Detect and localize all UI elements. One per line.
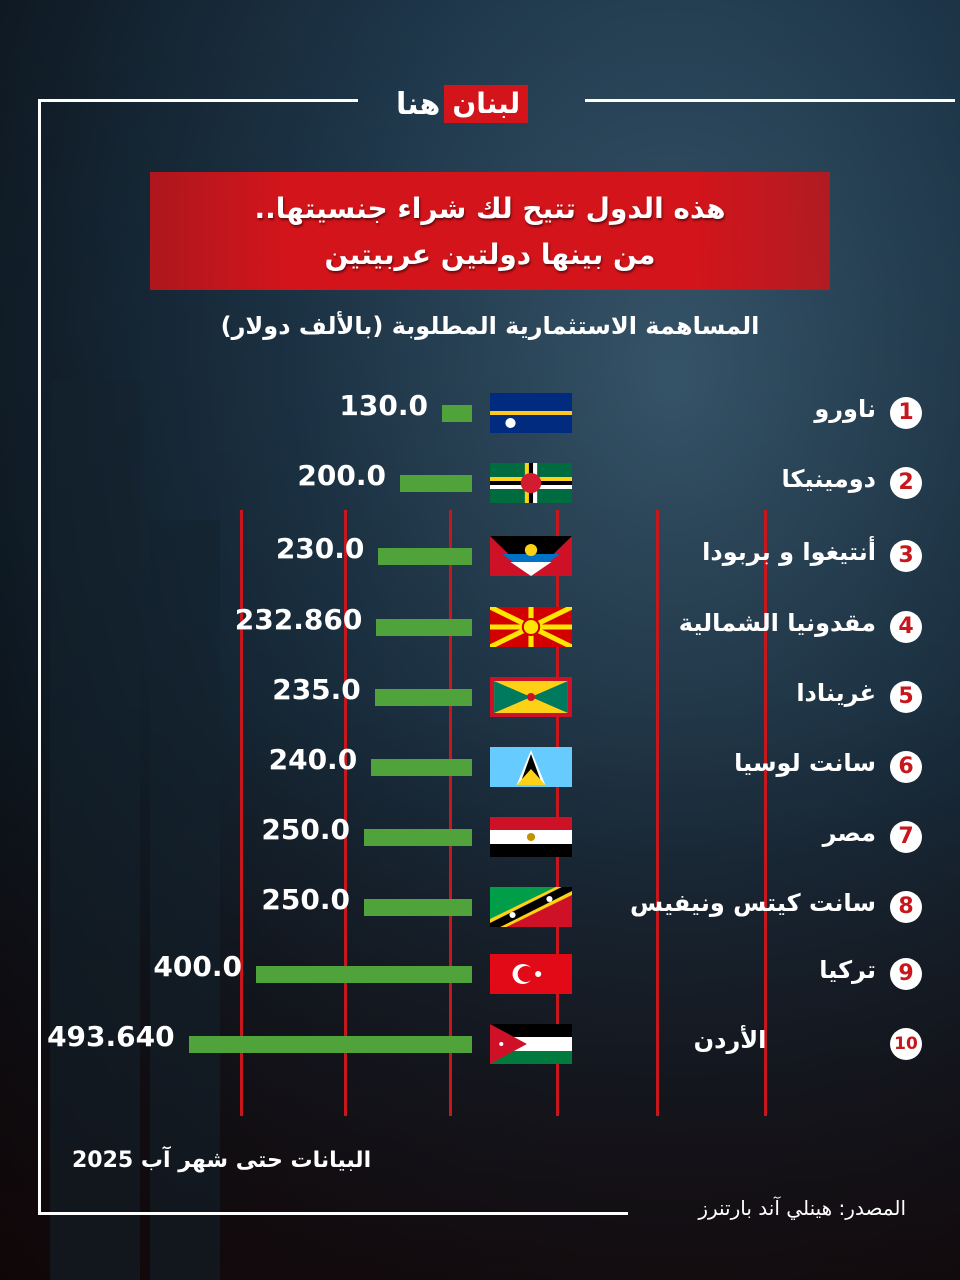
country-label: أنتيغوا و بربودا [702,538,876,566]
saint-kitts-nevis-flag [490,887,572,927]
gridline [344,510,347,1116]
country-label: سانت لوسيا [734,749,876,777]
bar [188,1036,472,1053]
chart-row: 2 دومينيكا 200.0 [0,459,960,503]
chart-row: 7 مصر 250.0 [0,813,960,857]
egypt-flag [490,817,572,857]
country-label: تركيا [819,956,876,984]
country-label: الأردن [693,1026,767,1054]
rank-badge: 9 [890,958,922,990]
bar [374,689,472,706]
value-label: 235.0 [272,673,361,706]
chart-row: 3 أنتيغوا و بربودا 230.0 [0,532,960,576]
value-label: 250.0 [261,813,350,846]
source-credit: المصدر: هينلي آند بارتنرز [698,1196,906,1220]
jordan-flag [490,1024,572,1064]
rank-badge: 10 [890,1028,922,1060]
country-label: ناورو [814,395,876,423]
gridline [764,510,767,1116]
bar [400,475,472,492]
title-line-1: هذه الدول تتيح لك شراء جنسيتها.. [254,192,726,225]
bar [256,966,472,983]
north-macedonia-flag [490,607,572,647]
rank-badge: 2 [890,467,922,499]
chart-row: 8 سانت كيتس ونيفيس 250.0 [0,883,960,927]
logo-red: لبنان [444,85,529,123]
background-building [150,520,220,1280]
rank-badge: 1 [890,397,922,429]
value-label: 240.0 [268,743,358,776]
country-label: غرينادا [796,679,876,707]
bar [376,619,472,636]
logo: لبنان هنا [392,84,529,124]
nauru-flag [490,393,572,433]
rank-badge: 6 [890,751,922,783]
rank-badge: 3 [890,540,922,572]
bar [371,759,472,776]
country-label: مقدونيا الشمالية [678,609,876,637]
title-line-2: من بينها دولتين عربيتين [324,238,656,271]
frame-top-right [585,99,955,102]
chart-row: 9 تركيا 400.0 [0,950,960,994]
chart-row: 1 ناورو 130.0 [0,389,960,433]
grenada-flag [490,677,572,717]
chart-row: 6 سانت لوسيا 240.0 [0,743,960,787]
country-label: مصر [822,819,876,847]
value-label: 200.0 [297,459,386,492]
chart-row: 10 الأردن 493.640 [0,1020,960,1064]
rank-badge: 4 [890,611,922,643]
frame-bottom [38,1212,628,1215]
dominica-flag [490,463,572,503]
bar [442,405,472,422]
gridline [240,510,243,1116]
turkey-flag [490,954,572,994]
chart-row: 5 غرينادا 235.0 [0,673,960,717]
value-label: 400.0 [153,950,242,983]
bar [364,829,472,846]
value-label: 130.0 [339,389,428,422]
value-label: 232.860 [234,603,363,636]
background-building [50,380,140,1280]
bar [364,899,472,916]
saint-lucia-flag [490,747,572,787]
value-label: 493.640 [47,1020,175,1053]
value-label: 250.0 [261,883,350,916]
chart-row: 4 مقدونيا الشمالية 232.860 [0,603,960,647]
gridline [656,510,659,1116]
data-date-note: البيانات حتى شهر آب 2025 [72,1148,372,1173]
rank-badge: 8 [890,891,922,923]
rank-badge: 7 [890,821,922,853]
chart-title: المساهمة الاستثمارية المطلوبة (بالألف دو… [220,312,760,340]
title-banner: هذه الدول تتيح لك شراء جنسيتها.. من بينه… [150,172,830,290]
country-label: سانت كيتس ونيفيس [630,889,876,917]
frame-top-left [38,99,358,102]
rank-badge: 5 [890,681,922,713]
gridline [449,510,452,1116]
frame-left [38,99,41,1215]
country-label: دومينيكا [781,465,876,493]
bar [378,548,472,565]
value-label: 230.0 [275,532,365,565]
antigua-barbuda-flag [490,536,572,576]
gridline [556,510,559,1116]
logo-white: هنا [396,86,441,122]
